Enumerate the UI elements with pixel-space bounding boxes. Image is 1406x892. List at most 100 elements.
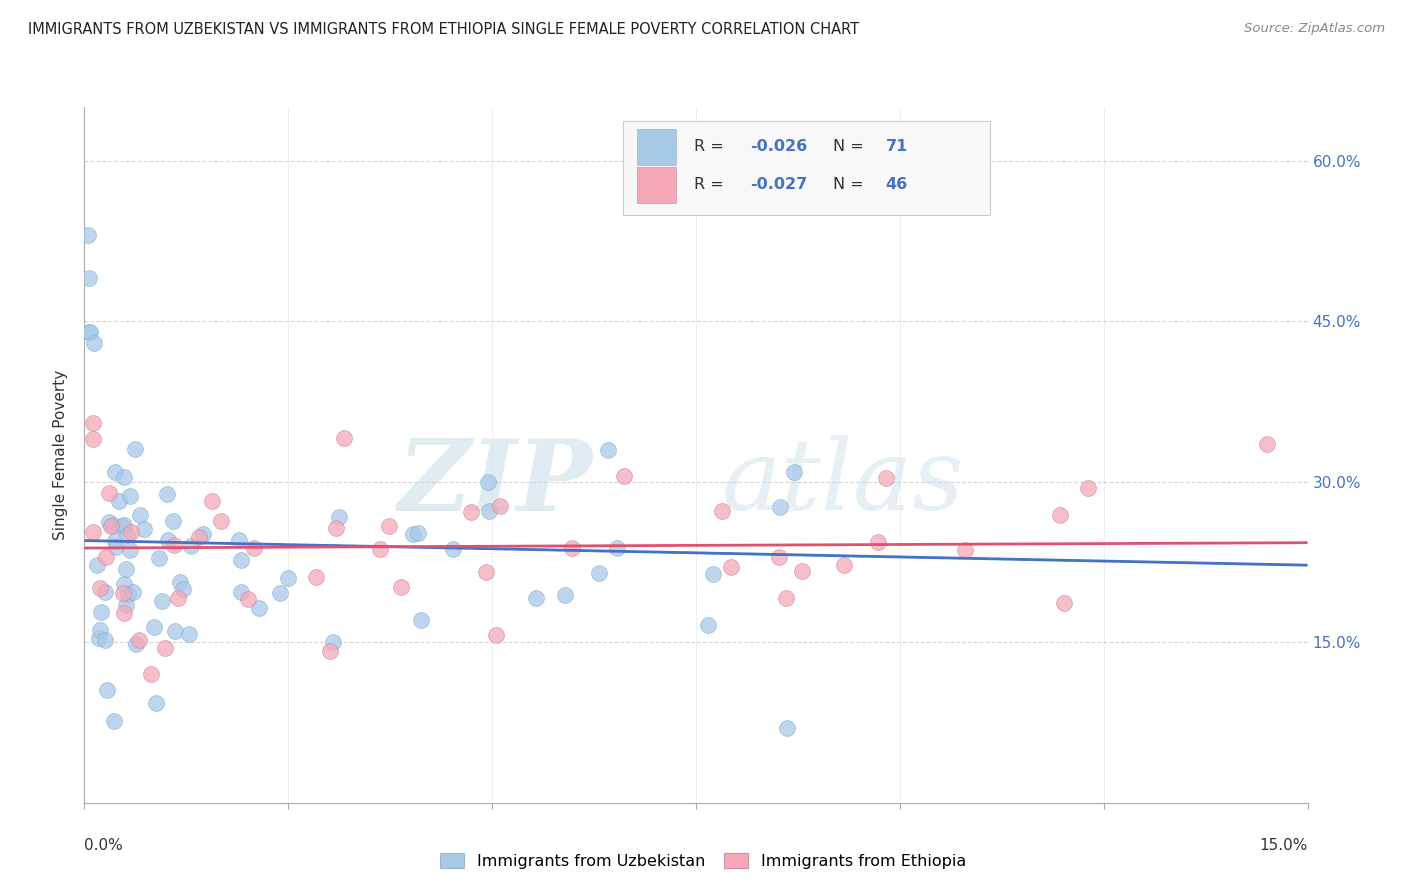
Point: [1049, 508, 1071, 522]
Point: [143, 620, 166, 634]
Point: [94, 585, 117, 599]
Point: [134, 522, 156, 536]
Point: [697, 617, 720, 632]
Point: [389, 580, 412, 594]
Point: [145, 696, 167, 710]
Point: [115, 528, 138, 542]
Point: [156, 487, 179, 501]
Point: [77, 271, 100, 285]
Point: [172, 582, 194, 597]
Point: [328, 510, 350, 524]
Point: [139, 667, 162, 681]
Point: [104, 534, 127, 549]
Point: [125, 637, 148, 651]
Y-axis label: Single Female Poverty: Single Female Poverty: [53, 370, 69, 540]
Legend: Immigrants from Uzbekistan, Immigrants from Ethiopia: Immigrants from Uzbekistan, Immigrants f…: [433, 847, 973, 875]
Point: [588, 566, 610, 580]
Point: [489, 499, 512, 513]
Point: [82, 525, 104, 540]
Point: [409, 613, 432, 627]
Text: 71: 71: [886, 138, 908, 153]
Point: [121, 585, 143, 599]
Point: [953, 543, 976, 558]
Text: N =: N =: [832, 138, 869, 153]
Point: [169, 575, 191, 590]
Point: [103, 465, 125, 479]
Point: [1077, 481, 1099, 495]
Point: [1053, 596, 1076, 610]
Text: -0.027: -0.027: [749, 177, 807, 192]
Point: [112, 577, 135, 591]
Point: [596, 442, 619, 457]
Point: [460, 505, 482, 519]
Bar: [637, 167, 676, 203]
Point: [153, 640, 176, 655]
FancyBboxPatch shape: [623, 121, 990, 215]
Point: [229, 553, 252, 567]
Point: [163, 538, 186, 552]
Point: [120, 525, 142, 540]
Point: [613, 469, 636, 483]
Point: [378, 519, 401, 533]
Point: [201, 494, 224, 508]
Point: [86, 558, 108, 572]
Point: [769, 500, 792, 515]
Point: [148, 551, 170, 566]
Point: [560, 541, 582, 555]
Point: [702, 567, 724, 582]
Point: [606, 541, 628, 555]
Point: [247, 600, 270, 615]
Bar: [637, 128, 676, 165]
Point: [94, 549, 117, 564]
Point: [776, 721, 799, 735]
Point: [89, 623, 111, 637]
Point: [82, 416, 104, 430]
Point: [97, 515, 120, 529]
Point: [478, 504, 501, 518]
Point: [101, 518, 124, 533]
Text: 15.0%: 15.0%: [1260, 838, 1308, 853]
Point: [96, 682, 118, 697]
Point: [768, 550, 790, 565]
Point: [108, 493, 131, 508]
Text: 0.0%: 0.0%: [84, 838, 124, 853]
Point: [305, 570, 328, 584]
Point: [191, 526, 214, 541]
Text: R =: R =: [693, 177, 728, 192]
Point: [115, 599, 138, 613]
Point: [82, 432, 104, 446]
Point: [97, 486, 120, 500]
Point: [243, 541, 266, 556]
Point: [157, 533, 180, 547]
Text: R =: R =: [693, 138, 728, 153]
Point: [104, 540, 127, 554]
Point: [90, 606, 112, 620]
Point: [163, 624, 186, 639]
Point: [406, 526, 429, 541]
Point: [228, 533, 250, 547]
Point: [441, 542, 464, 557]
Point: [554, 588, 576, 602]
Point: [83, 335, 105, 350]
Point: [100, 519, 122, 533]
Point: [720, 560, 742, 574]
Point: [114, 562, 136, 576]
Point: [177, 626, 200, 640]
Point: [112, 586, 135, 600]
Point: [103, 714, 125, 728]
Point: [118, 543, 141, 558]
Point: [832, 558, 855, 573]
Point: [269, 586, 291, 600]
Point: [325, 521, 347, 535]
Point: [475, 565, 498, 579]
Point: [150, 594, 173, 608]
Point: [118, 490, 141, 504]
Point: [277, 570, 299, 584]
Point: [112, 517, 135, 532]
Text: 46: 46: [886, 177, 908, 192]
Point: [368, 542, 391, 557]
Text: ZIP: ZIP: [396, 434, 592, 531]
Point: [875, 471, 897, 485]
Point: [94, 632, 117, 647]
Point: [180, 539, 202, 553]
